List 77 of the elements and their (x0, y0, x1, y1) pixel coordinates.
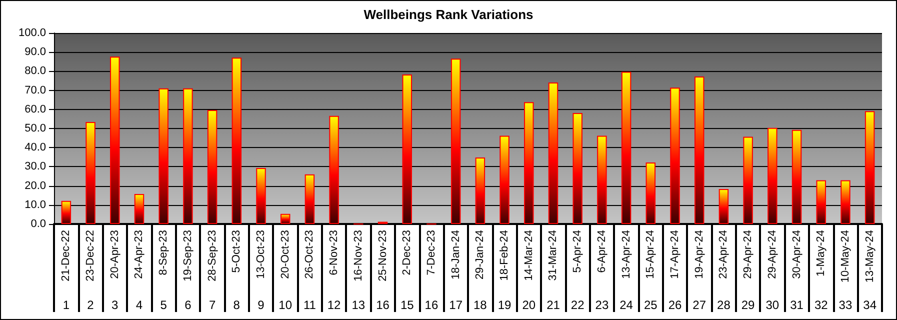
category-label: 2-Dec-23 15 (400, 230, 414, 312)
category-label: 7-Dec-23 16 (424, 230, 438, 312)
bar (110, 56, 120, 224)
y-tick-label: 30.0 (24, 160, 46, 173)
bar (718, 189, 729, 224)
y-tick-label: 20.0 (24, 180, 46, 192)
category-label: 19-Apr-24 27 (692, 230, 706, 312)
bar (572, 113, 582, 224)
y-tick-label: 50.0 (24, 122, 46, 134)
category-label: 20-Apr-23 3 (108, 230, 121, 312)
bar (158, 88, 168, 224)
category-label: 13-Oct-23 9 (255, 230, 267, 312)
category-label: 26-Oct-23 11 (303, 230, 316, 312)
bar (183, 88, 193, 224)
category-label: 8-Sep-23 5 (158, 230, 170, 312)
bar (548, 82, 558, 224)
category-label: 29-Apr-24 30 (766, 230, 780, 312)
category-label: 14-Mar-24 20 (522, 230, 536, 312)
category-label: 13-May-24 34 (863, 230, 877, 312)
category-label: 21-Dec-22 1 (60, 230, 72, 312)
bar (61, 200, 72, 224)
bar (621, 72, 632, 224)
category-label: 6-Nov-23 12 (327, 230, 341, 312)
bar (816, 180, 826, 224)
y-tick-label: 80.0 (24, 65, 46, 78)
category-label: 6-Apr-24 23 (595, 230, 609, 312)
bar (280, 214, 290, 224)
bar (207, 110, 218, 224)
category-label: 10-May-24 33 (838, 230, 852, 312)
chart-title: Wellbeings Rank Variations (364, 7, 534, 22)
y-tick-label: 90.0 (24, 46, 46, 58)
bar (646, 162, 656, 224)
category-label: 29-Apr-24 29 (741, 230, 755, 312)
category-label: 23-Dec-22 2 (84, 230, 97, 312)
bar (500, 136, 510, 224)
category-label: 13-Apr-24 24 (620, 230, 633, 312)
category-label: 25-Nov-23 16 (376, 230, 390, 312)
bar (694, 76, 704, 224)
bar (86, 122, 96, 224)
y-tick-label: 60.0 (24, 103, 46, 116)
y-tick-label: 40.0 (24, 142, 46, 154)
y-tick-label: 70.0 (24, 84, 46, 96)
category-label: 20-Oct-23 10 (278, 230, 292, 312)
category-label: 17-Apr-24 26 (668, 230, 682, 312)
category-label: 30-Apr-24 31 (790, 230, 804, 312)
bar (232, 58, 242, 224)
category-label: 23-Apr-24 28 (717, 230, 730, 312)
bar (304, 174, 315, 224)
category-label: 29-Jan-24 18 (473, 230, 487, 312)
category-label: 18-Feb-24 19 (498, 230, 512, 312)
category-label: 19-Sep-23 6 (182, 230, 194, 312)
category-label: 31-Mar-24 21 (546, 230, 560, 312)
category-label: 16-Nov-23 13 (352, 230, 366, 312)
bar (402, 74, 412, 224)
bar (475, 158, 486, 224)
category-label: 18-Jan-24 17 (449, 230, 463, 312)
bar (840, 180, 850, 224)
category-label: 15-Apr-24 25 (644, 230, 658, 312)
bar (670, 88, 680, 224)
bar (743, 136, 753, 224)
bar (450, 58, 461, 224)
category-label: 24-Apr-23 4 (133, 230, 146, 312)
bar (864, 111, 875, 224)
y-tick-label: 0.0 (30, 218, 46, 230)
y-tick-label: 10.0 (24, 198, 46, 211)
bar (256, 168, 266, 224)
bar (524, 102, 534, 224)
category-label: 28-Sep-23 7 (206, 230, 218, 312)
bar (768, 128, 778, 224)
bar (597, 136, 607, 224)
y-tick-label: 100.0 (18, 27, 46, 39)
bar (792, 130, 802, 224)
bar (329, 116, 339, 224)
category-label: 1-May-24 32 (814, 230, 828, 312)
bar (134, 194, 144, 224)
category-label: 5-Oct-23 8 (230, 230, 243, 312)
category-label: 5-Apr-24 22 (570, 230, 584, 312)
